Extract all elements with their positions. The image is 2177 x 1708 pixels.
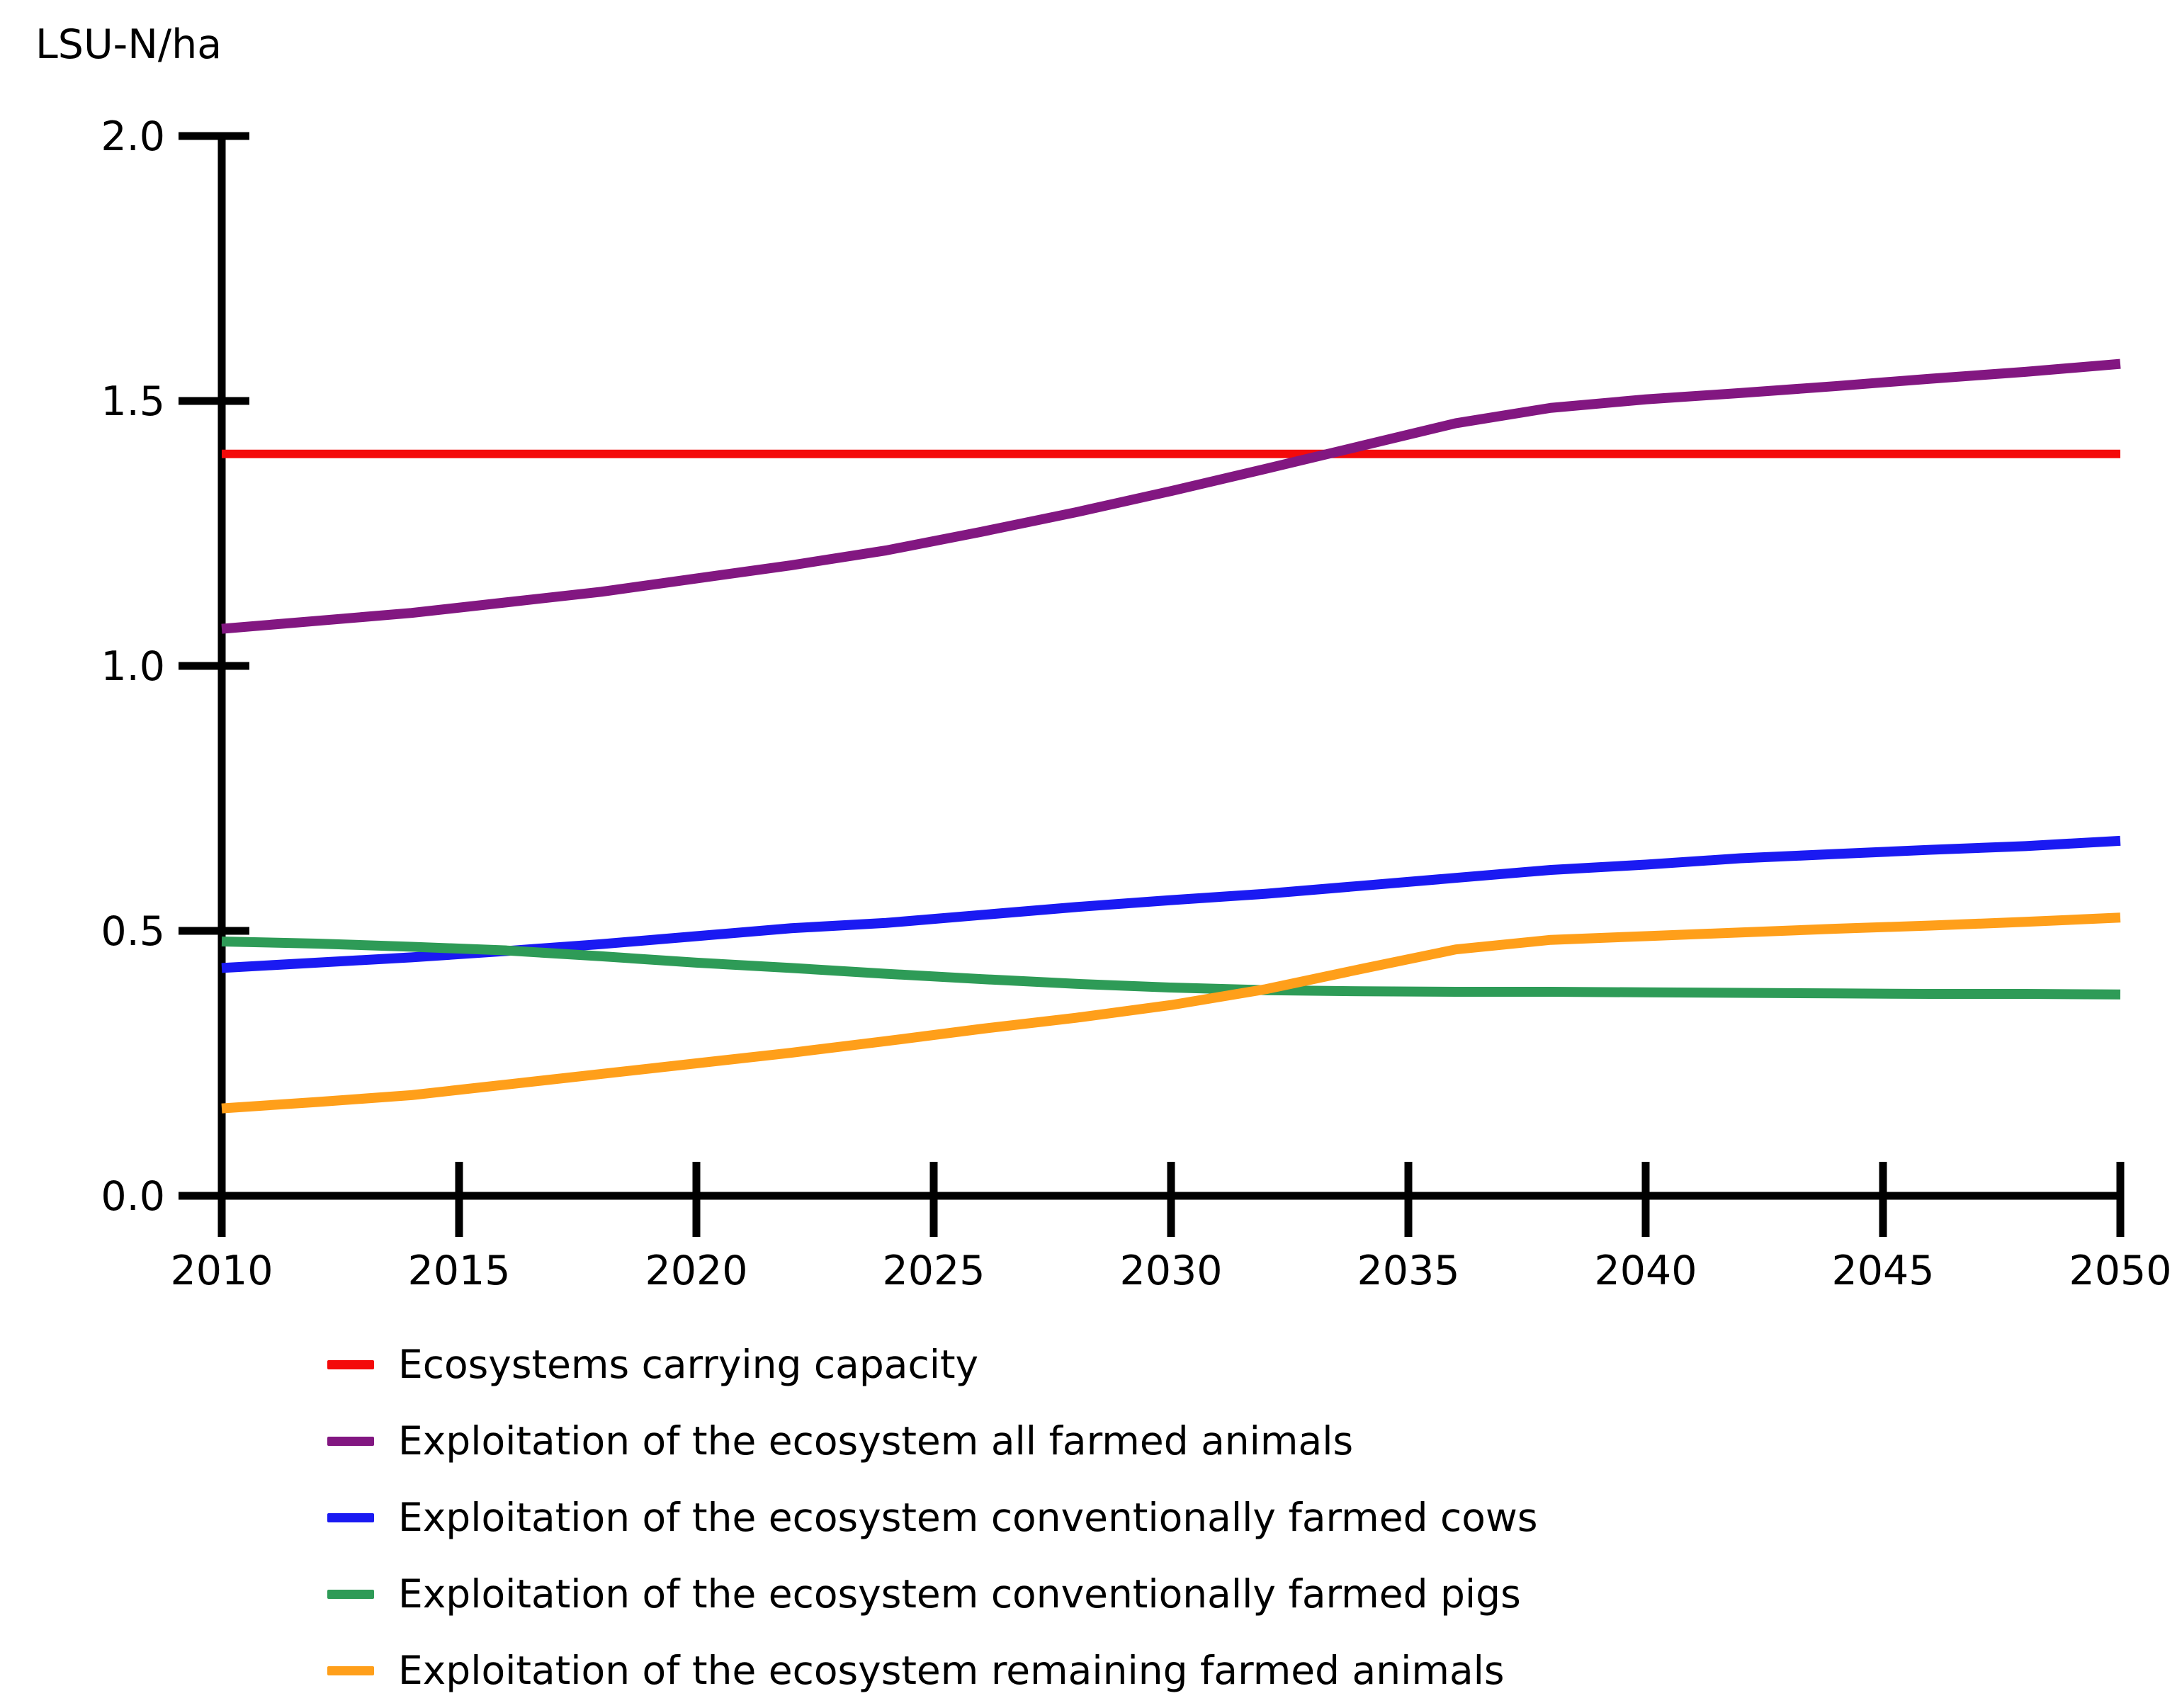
green-line-swatch-icon xyxy=(327,1589,374,1599)
y-tick-label: 0.5 xyxy=(101,908,165,955)
legend-item-farmed-pigs: Exploitation of the ecosystem convention… xyxy=(327,1556,1538,1632)
y-tick-label: 1.5 xyxy=(101,378,165,425)
series-line-3 xyxy=(221,936,2121,1000)
legend-label: Exploitation of the ecosystem convention… xyxy=(398,1495,1538,1540)
series-line-1 xyxy=(221,358,2121,634)
y-axis-title: LSU-N/ha xyxy=(35,21,222,68)
orange-line-swatch-icon xyxy=(327,1665,374,1675)
legend-label: Exploitation of the ecosystem remaining … xyxy=(398,1648,1505,1693)
legend-item-farmed-cows: Exploitation of the ecosystem convention… xyxy=(327,1479,1538,1556)
x-tick-label: 2040 xyxy=(1594,1248,1697,1294)
y-tick-label: 0.0 xyxy=(101,1173,165,1220)
x-tick-label: 2030 xyxy=(1119,1248,1222,1294)
x-tick-label: 2025 xyxy=(882,1248,985,1294)
red-line-swatch-icon xyxy=(327,1359,374,1369)
blue-line-swatch-icon xyxy=(327,1512,374,1522)
series-lines xyxy=(221,358,2121,1114)
legend: Ecosystems carrying capacity Exploitatio… xyxy=(327,1326,1538,1708)
y-tick-label: 1.0 xyxy=(101,643,165,690)
legend-item-all-farmed-animals: Exploitation of the ecosystem all farmed… xyxy=(327,1403,1538,1479)
x-tick-label: 2035 xyxy=(1357,1248,1459,1294)
x-tick-label: 2010 xyxy=(170,1248,273,1294)
legend-label: Exploitation of the ecosystem all farmed… xyxy=(398,1418,1354,1464)
legend-label: Ecosystems carrying capacity xyxy=(398,1342,979,1387)
series-line-4 xyxy=(221,912,2121,1114)
x-tick-label: 2015 xyxy=(407,1248,510,1294)
purple-line-swatch-icon xyxy=(327,1436,374,1446)
x-tick-label: 2050 xyxy=(2069,1248,2171,1294)
axes: 0.0 0.5 1.0 1.5 2.0 2010 2015 2020 2025 2030 2035 2… xyxy=(101,113,2171,1294)
legend-label: Exploitation of the ecosystem convention… xyxy=(398,1571,1521,1617)
y-tick-label: 2.0 xyxy=(101,113,165,160)
legend-item-carrying-capacity: Ecosystems carrying capacity xyxy=(327,1326,1538,1403)
x-tick-label: 2045 xyxy=(1831,1248,1934,1294)
legend-item-remaining-farmed-animals: Exploitation of the ecosystem remaining … xyxy=(327,1632,1538,1708)
x-tick-label: 2020 xyxy=(645,1248,747,1294)
